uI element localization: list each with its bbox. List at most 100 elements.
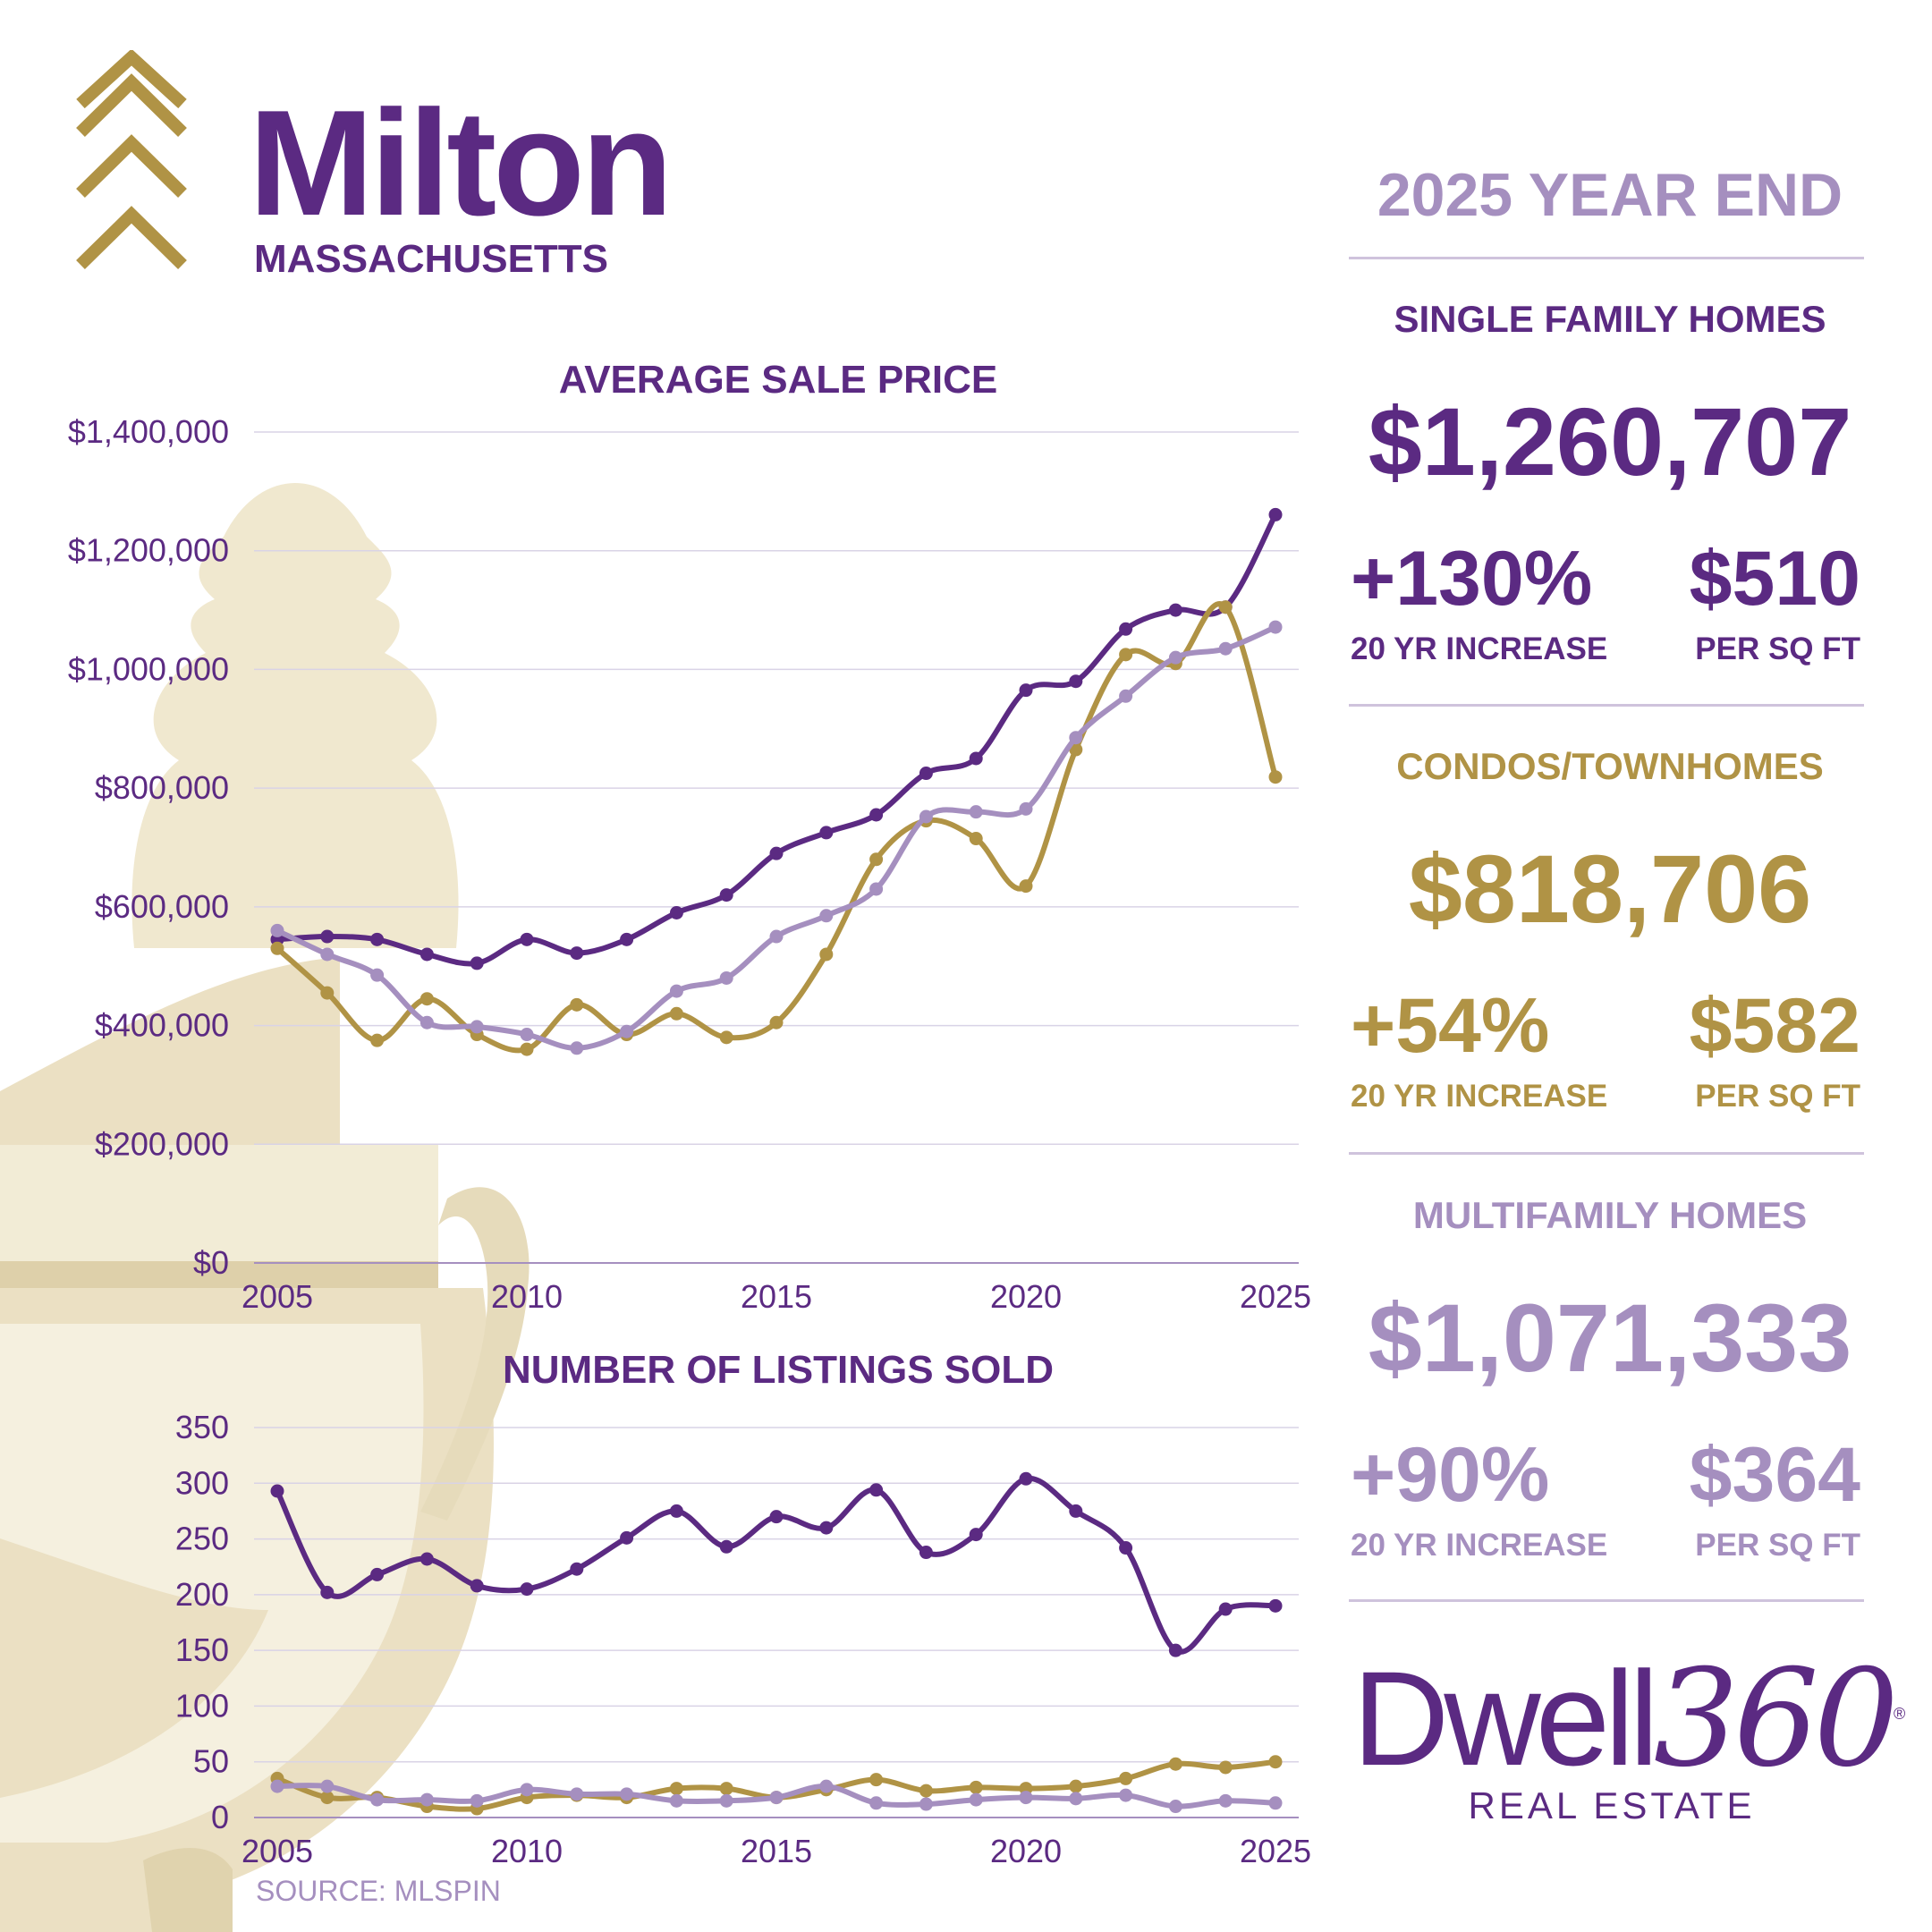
data-point-multifamily bbox=[520, 1783, 534, 1797]
x-tick-label: 2020 bbox=[990, 1278, 1062, 1315]
data-point-multifamily bbox=[969, 1792, 983, 1807]
data-point-condo bbox=[1268, 770, 1283, 784]
y-tick-label: 50 bbox=[193, 1743, 229, 1780]
single-family-price: $1,260,707 bbox=[1368, 387, 1852, 496]
x-tick-label: 2005 bbox=[242, 1278, 313, 1315]
data-point-multifamily bbox=[869, 882, 884, 896]
data-point-multifamily bbox=[320, 947, 335, 962]
data-point-single_family bbox=[570, 1562, 584, 1576]
single-family-increase: +130% bbox=[1351, 536, 1593, 622]
x-tick-label: 2025 bbox=[1240, 1278, 1311, 1315]
data-point-single_family bbox=[869, 808, 884, 822]
data-point-multifamily bbox=[620, 1024, 634, 1038]
data-point-multifamily bbox=[320, 1779, 335, 1793]
data-point-multifamily bbox=[1119, 689, 1133, 703]
condo-title: CONDOS/TOWNHOMES bbox=[1396, 745, 1824, 787]
data-point-multifamily bbox=[669, 984, 683, 998]
condo-per-sqft-label: PER SQ FT bbox=[1695, 1079, 1860, 1114]
data-point-single_family bbox=[819, 826, 834, 840]
data-point-multifamily bbox=[470, 1020, 484, 1034]
data-point-multifamily bbox=[1168, 650, 1182, 665]
single-family-per-sqft: $510 bbox=[1689, 536, 1860, 622]
data-point-multifamily bbox=[1069, 1792, 1083, 1806]
data-point-multifamily bbox=[869, 1796, 884, 1810]
data-point-multifamily bbox=[470, 1793, 484, 1808]
data-point-multifamily bbox=[370, 968, 385, 982]
data-point-condo bbox=[1019, 879, 1033, 894]
data-point-single_family bbox=[1019, 1471, 1033, 1486]
data-point-condo bbox=[769, 1015, 784, 1030]
series-line-condo bbox=[275, 601, 1278, 1054]
period-heading: 2025 YEAR END bbox=[1377, 161, 1843, 229]
data-point-multifamily bbox=[1268, 1796, 1283, 1810]
data-point-multifamily bbox=[819, 1779, 834, 1793]
series-line-single_family bbox=[275, 512, 1278, 967]
data-point-condo bbox=[1218, 600, 1233, 614]
data-point-single_family bbox=[470, 1579, 484, 1593]
x-tick-label: 2005 bbox=[242, 1833, 313, 1869]
data-point-single_family bbox=[419, 947, 434, 962]
data-point-multifamily bbox=[419, 1792, 434, 1807]
data-point-single_family bbox=[570, 946, 584, 961]
data-point-single_family bbox=[969, 1528, 983, 1542]
data-point-multifamily bbox=[520, 1028, 534, 1042]
data-point-single_family bbox=[1168, 1643, 1182, 1657]
data-point-condo bbox=[570, 997, 584, 1012]
data-point-multifamily bbox=[1019, 1791, 1033, 1805]
data-point-condo bbox=[520, 1042, 534, 1056]
data-point-multifamily bbox=[819, 909, 834, 923]
y-tick-label: 300 bbox=[175, 1464, 229, 1501]
data-point-multifamily bbox=[719, 1793, 733, 1808]
dwell360-logo: Dwell360® bbox=[1352, 1651, 1905, 1786]
multifamily-increase-label: 20 YR INCREASE bbox=[1351, 1528, 1608, 1563]
multifamily-per-sqft: $364 bbox=[1689, 1432, 1860, 1518]
y-tick-label: $800,000 bbox=[95, 769, 229, 806]
data-point-condo bbox=[869, 1773, 884, 1787]
divider bbox=[1349, 1152, 1864, 1155]
data-point-multifamily bbox=[719, 970, 733, 985]
data-point-single_family bbox=[919, 767, 933, 781]
data-point-single_family bbox=[1069, 1504, 1083, 1518]
data-point-condo bbox=[419, 992, 434, 1006]
data-point-multifamily bbox=[769, 1791, 784, 1805]
data-point-multifamily bbox=[1119, 1788, 1133, 1802]
multifamily-price: $1,071,333 bbox=[1368, 1284, 1852, 1392]
data-point-single_family bbox=[470, 956, 484, 970]
logo-wordmark: Dwell bbox=[1352, 1643, 1659, 1793]
data-point-multifamily bbox=[919, 809, 933, 824]
data-point-condo bbox=[969, 1780, 983, 1794]
data-point-condo bbox=[1119, 1771, 1133, 1785]
data-point-single_family bbox=[370, 1567, 385, 1581]
data-point-single_family bbox=[769, 846, 784, 860]
data-point-condo bbox=[320, 986, 335, 1000]
data-point-condo bbox=[919, 1784, 933, 1798]
data-point-multifamily bbox=[620, 1787, 634, 1801]
data-point-single_family bbox=[520, 932, 534, 946]
y-tick-label: $0 bbox=[193, 1244, 229, 1281]
x-tick-label: 2010 bbox=[491, 1833, 563, 1869]
data-point-single_family bbox=[869, 1483, 884, 1497]
data-point-single_family bbox=[620, 1530, 634, 1545]
y-tick-label: $1,000,000 bbox=[68, 650, 229, 687]
data-point-condo bbox=[1069, 1779, 1083, 1793]
registered-mark: ® bbox=[1894, 1705, 1906, 1723]
knocker-knob bbox=[131, 483, 459, 948]
single-family-title: SINGLE FAMILY HOMES bbox=[1394, 298, 1826, 340]
condo-price: $818,706 bbox=[1408, 835, 1812, 943]
data-point-multifamily bbox=[1019, 801, 1033, 816]
x-tick-label: 2015 bbox=[741, 1833, 812, 1869]
city-title: Milton bbox=[249, 79, 673, 247]
data-point-single_family bbox=[270, 1484, 284, 1498]
x-tick-label: 2020 bbox=[990, 1833, 1062, 1869]
y-tick-label: $400,000 bbox=[95, 1007, 229, 1044]
multifamily-increase: +90% bbox=[1351, 1432, 1550, 1518]
condo-increase: +54% bbox=[1351, 983, 1550, 1069]
listings-chart-title: NUMBER OF LISTINGS SOLD bbox=[503, 1348, 1054, 1392]
data-point-single_family bbox=[370, 932, 385, 946]
data-point-condo bbox=[1268, 1755, 1283, 1769]
data-point-single_family bbox=[1168, 603, 1182, 617]
y-tick-label: 250 bbox=[175, 1521, 229, 1557]
data-point-multifamily bbox=[669, 1793, 683, 1808]
data-point-single_family bbox=[719, 1539, 733, 1554]
multifamily-title: MULTIFAMILY HOMES bbox=[1412, 1194, 1808, 1236]
